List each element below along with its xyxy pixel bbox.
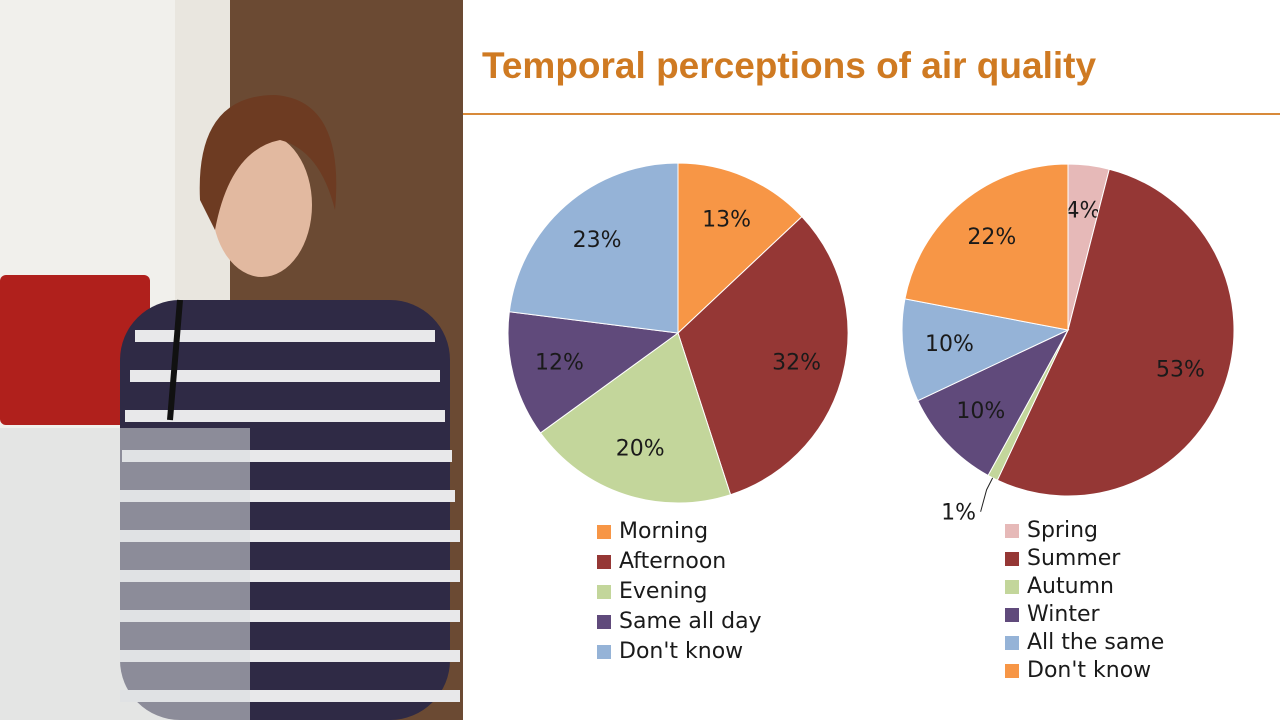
legend-swatch bbox=[597, 615, 611, 629]
legend-swatch bbox=[597, 585, 611, 599]
pie-slice bbox=[677, 215, 849, 496]
pie-slice bbox=[677, 162, 803, 335]
legend-swatch bbox=[1005, 580, 1019, 594]
legend-label: Morning bbox=[619, 519, 708, 544]
pie-slice bbox=[508, 162, 679, 334]
legend-swatch bbox=[1005, 636, 1019, 650]
legend-swatch bbox=[1005, 608, 1019, 622]
legend-swatch bbox=[1005, 664, 1019, 678]
data-label: 4% bbox=[1066, 198, 1101, 223]
legend-label: Don't know bbox=[1027, 658, 1151, 683]
legend-swatch bbox=[1005, 552, 1019, 566]
legend-label: All the same bbox=[1027, 630, 1164, 655]
pie-slice bbox=[904, 163, 1069, 331]
data-label: 53% bbox=[1156, 357, 1205, 382]
legend-swatch bbox=[597, 645, 611, 659]
data-label: 10% bbox=[925, 332, 974, 357]
lectern bbox=[0, 428, 250, 720]
speaker-hair bbox=[199, 95, 337, 230]
legend-swatch bbox=[597, 525, 611, 539]
pie-slice bbox=[996, 168, 1235, 497]
pie-slice bbox=[539, 332, 732, 504]
pie-slice bbox=[917, 328, 1070, 477]
data-label: 12% bbox=[535, 350, 584, 375]
legend-label: Spring bbox=[1027, 518, 1098, 543]
legend-label: Afternoon bbox=[619, 549, 726, 574]
data-label: 20% bbox=[616, 436, 665, 461]
legend-label: Winter bbox=[1027, 602, 1100, 627]
leader-line bbox=[980, 477, 994, 512]
legend-label: Summer bbox=[1027, 546, 1121, 571]
slide-title: Temporal perceptions of air quality bbox=[482, 45, 1096, 86]
data-label: 22% bbox=[967, 225, 1016, 250]
data-label: 32% bbox=[772, 350, 821, 375]
laptop bbox=[0, 275, 150, 425]
legend-label: Autumn bbox=[1027, 574, 1114, 599]
data-label: 1% bbox=[941, 501, 976, 526]
legend-swatch bbox=[1005, 524, 1019, 538]
legend-label: Same all day bbox=[619, 609, 762, 634]
pie-slice bbox=[901, 298, 1070, 402]
data-label: 23% bbox=[573, 228, 622, 253]
legend-swatch bbox=[597, 555, 611, 569]
data-label: 13% bbox=[702, 208, 751, 233]
data-label: 10% bbox=[956, 399, 1005, 424]
pie-slice bbox=[507, 311, 680, 434]
microphone bbox=[167, 299, 183, 421]
legend-label: Evening bbox=[619, 579, 707, 604]
speaker-photo bbox=[0, 0, 463, 720]
legend-label: Don't know bbox=[619, 639, 743, 664]
